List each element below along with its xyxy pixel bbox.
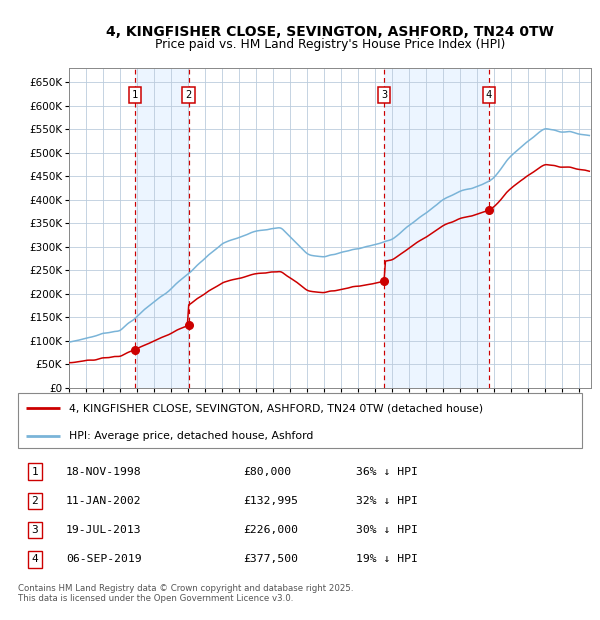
Text: £132,995: £132,995 <box>244 496 299 506</box>
Text: 4: 4 <box>485 91 492 100</box>
Text: 19% ↓ HPI: 19% ↓ HPI <box>356 554 418 564</box>
Text: 19-JUL-2013: 19-JUL-2013 <box>66 525 142 535</box>
Text: 11-JAN-2002: 11-JAN-2002 <box>66 496 142 506</box>
Text: 1: 1 <box>32 467 38 477</box>
Text: 18-NOV-1998: 18-NOV-1998 <box>66 467 142 477</box>
Text: HPI: Average price, detached house, Ashford: HPI: Average price, detached house, Ashf… <box>69 431 313 441</box>
Text: 4, KINGFISHER CLOSE, SEVINGTON, ASHFORD, TN24 0TW (detached house): 4, KINGFISHER CLOSE, SEVINGTON, ASHFORD,… <box>69 404 483 414</box>
Text: 06-SEP-2019: 06-SEP-2019 <box>66 554 142 564</box>
Text: 2: 2 <box>185 91 191 100</box>
Text: 2: 2 <box>32 496 38 506</box>
Text: 3: 3 <box>381 91 388 100</box>
Text: 1: 1 <box>132 91 138 100</box>
Text: 4, KINGFISHER CLOSE, SEVINGTON, ASHFORD, TN24 0TW: 4, KINGFISHER CLOSE, SEVINGTON, ASHFORD,… <box>106 25 554 39</box>
Text: Price paid vs. HM Land Registry's House Price Index (HPI): Price paid vs. HM Land Registry's House … <box>155 38 505 51</box>
Text: £226,000: £226,000 <box>244 525 299 535</box>
Bar <box>135 68 188 388</box>
Bar <box>384 68 488 388</box>
Text: 3: 3 <box>32 525 38 535</box>
Text: 32% ↓ HPI: 32% ↓ HPI <box>356 496 418 506</box>
Text: Contains HM Land Registry data © Crown copyright and database right 2025.
This d: Contains HM Land Registry data © Crown c… <box>18 584 353 603</box>
Text: 30% ↓ HPI: 30% ↓ HPI <box>356 525 418 535</box>
Text: £377,500: £377,500 <box>244 554 299 564</box>
Text: £80,000: £80,000 <box>244 467 292 477</box>
FancyBboxPatch shape <box>18 393 582 448</box>
Text: 36% ↓ HPI: 36% ↓ HPI <box>356 467 418 477</box>
Text: 4: 4 <box>32 554 38 564</box>
